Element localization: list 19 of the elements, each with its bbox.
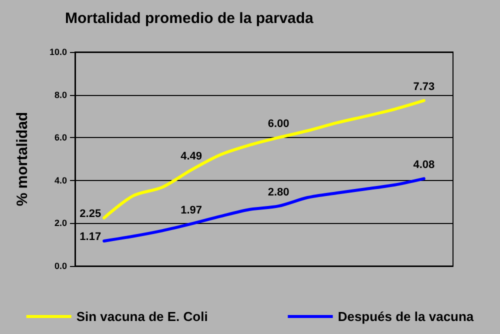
y-tick-label: 2.0 — [54, 218, 67, 228]
legend-label: Después de la vacuna — [338, 309, 474, 324]
data-label: 2.25 — [80, 208, 102, 220]
y-tick-label: 8.0 — [54, 90, 67, 100]
data-label: 4.49 — [180, 150, 202, 162]
y-tick-label: 6.0 — [54, 132, 67, 143]
y-tick-label: 4.0 — [54, 175, 67, 186]
y-axis-title: % mortalidad — [14, 112, 31, 206]
data-label: 2.80 — [268, 186, 290, 199]
chart-title: Mortalidad promedio de la parvada — [65, 10, 314, 27]
data-label: 1.17 — [80, 230, 102, 243]
legend-label: Sin vacuna de E. Coli — [76, 309, 208, 324]
data-label: 7.73 — [413, 81, 435, 94]
data-label: 4.08 — [413, 159, 435, 172]
line-series — [102, 177, 426, 242]
y-tick-label: 10.0 — [49, 47, 67, 57]
y-tick-label: 0.0 — [54, 261, 67, 271]
data-label: 6.00 — [268, 118, 290, 130]
data-label: 1.97 — [180, 204, 202, 216]
